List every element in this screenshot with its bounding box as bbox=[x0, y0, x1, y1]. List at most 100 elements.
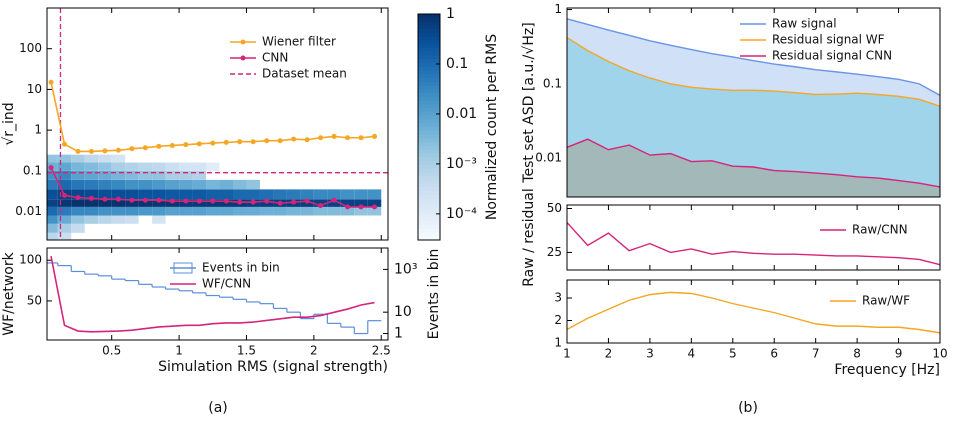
series-line bbox=[566, 222, 941, 266]
colorbar-step bbox=[418, 40, 440, 45]
data-point bbox=[318, 135, 324, 141]
data-point bbox=[142, 145, 148, 151]
data-point bbox=[129, 197, 135, 203]
heatmap-cell bbox=[98, 154, 112, 163]
data-point bbox=[210, 198, 216, 204]
heatmap-cell bbox=[98, 162, 112, 171]
x-tick-label: 3 bbox=[646, 347, 654, 361]
heatmap-cell bbox=[71, 223, 85, 233]
colorbar-step bbox=[418, 74, 440, 79]
series-area bbox=[567, 139, 940, 197]
heatmap-cell bbox=[125, 199, 139, 207]
heatmap-cell bbox=[354, 199, 368, 207]
heatmap-cell bbox=[179, 179, 193, 190]
heatmap-cell bbox=[354, 189, 368, 200]
heatmap-cell bbox=[138, 199, 153, 207]
heatmap-cell bbox=[152, 215, 166, 224]
legend-label: Wiener filter bbox=[262, 35, 336, 49]
heatmap-cell bbox=[340, 206, 355, 216]
heatmap-cell bbox=[233, 206, 247, 216]
heatmap-cell bbox=[57, 179, 72, 190]
data-point bbox=[318, 203, 324, 209]
x-axis-label: Frequency [Hz] bbox=[834, 362, 940, 378]
heatmap-cell bbox=[340, 199, 355, 207]
colorbar-step bbox=[418, 209, 440, 215]
x-tick-label: 2 bbox=[605, 347, 613, 361]
heatmap-cell bbox=[111, 206, 126, 216]
heatmap-cell bbox=[138, 189, 153, 200]
plot-frame bbox=[566, 204, 941, 271]
y-tick-label: 100 bbox=[19, 41, 42, 55]
heatmap-cell bbox=[57, 223, 72, 233]
y-tick-label: 0.01 bbox=[15, 204, 42, 218]
data-point bbox=[304, 137, 310, 143]
legend-swatch bbox=[173, 262, 193, 274]
colorbar-step bbox=[418, 183, 440, 188]
colorbar-step bbox=[418, 119, 440, 124]
colorbar-tick-label: 0.01 bbox=[446, 106, 477, 122]
heatmap-cell bbox=[152, 206, 166, 216]
colorbar-step bbox=[418, 96, 440, 102]
heatmap-cell bbox=[286, 206, 301, 216]
heatmap-cell bbox=[98, 215, 112, 224]
heatmap-cell bbox=[273, 189, 287, 200]
heatmap-cell bbox=[71, 154, 85, 163]
colorbar-step bbox=[418, 191, 440, 196]
heatmap-cell bbox=[47, 223, 58, 233]
colorbar-step bbox=[418, 179, 440, 184]
heatmap-cell bbox=[179, 206, 193, 216]
colorbar-step bbox=[418, 198, 440, 203]
y-tick-label: 50 bbox=[547, 201, 562, 215]
x-tick-label: 2.5 bbox=[372, 344, 391, 358]
y-tick-label: 1 bbox=[554, 336, 562, 350]
x-tick-label: 1 bbox=[175, 344, 183, 358]
x-tick-label: 7 bbox=[812, 347, 820, 361]
heatmap-cell bbox=[300, 189, 314, 200]
heatmap-cell bbox=[111, 154, 126, 163]
y-tick-label: 2 bbox=[554, 313, 562, 327]
plot-frame bbox=[566, 7, 941, 198]
heatmap-cell bbox=[47, 232, 58, 240]
data-point bbox=[156, 143, 162, 149]
data-point bbox=[223, 139, 229, 145]
y-axis-label: √r_ind bbox=[1, 102, 17, 145]
heatmap-cell bbox=[179, 162, 193, 171]
heatmap-cell bbox=[47, 206, 58, 216]
data-point bbox=[102, 196, 108, 202]
heatmap-cell bbox=[71, 179, 85, 190]
heatmap-cell bbox=[313, 189, 328, 200]
heatmap-cell bbox=[71, 206, 85, 216]
colorbar-step bbox=[418, 217, 440, 222]
heatmap-cell bbox=[57, 170, 72, 180]
heatmap-cell bbox=[313, 206, 328, 216]
y-axis-label: WF/network bbox=[1, 251, 17, 335]
heatmap-cell bbox=[125, 215, 139, 224]
x-axis-label: Simulation RMS (signal strength) bbox=[158, 359, 388, 375]
colorbar-step bbox=[418, 78, 440, 83]
heatmap-cell bbox=[192, 170, 207, 180]
heatmap-cell bbox=[300, 206, 314, 216]
colorbar-tick-label: 10⁻³ bbox=[446, 156, 477, 172]
data-point bbox=[345, 135, 351, 141]
heatmap-cell bbox=[125, 179, 139, 190]
heatmap-cell bbox=[192, 206, 207, 216]
plot-frame bbox=[566, 279, 941, 344]
heatmap-cell bbox=[206, 179, 220, 190]
data-point bbox=[115, 147, 121, 153]
data-point bbox=[291, 199, 297, 205]
colorbar-step bbox=[418, 62, 440, 68]
x-tick-label: 1 bbox=[563, 347, 571, 361]
colorbar-step bbox=[418, 111, 440, 117]
colorbar-step bbox=[418, 153, 440, 158]
colorbar-step bbox=[418, 89, 440, 94]
y2-axis-label: Events in bin bbox=[426, 249, 442, 340]
heatmap-cell bbox=[84, 189, 99, 200]
caption: (b) bbox=[738, 400, 758, 416]
heatmap-cell bbox=[47, 179, 58, 190]
y-tick-label: 1 bbox=[554, 2, 562, 16]
data-point bbox=[183, 142, 189, 148]
data-point bbox=[277, 138, 283, 144]
colorbar-tick-label: 10⁻⁴ bbox=[446, 206, 477, 222]
heatmap-cell bbox=[71, 170, 85, 180]
